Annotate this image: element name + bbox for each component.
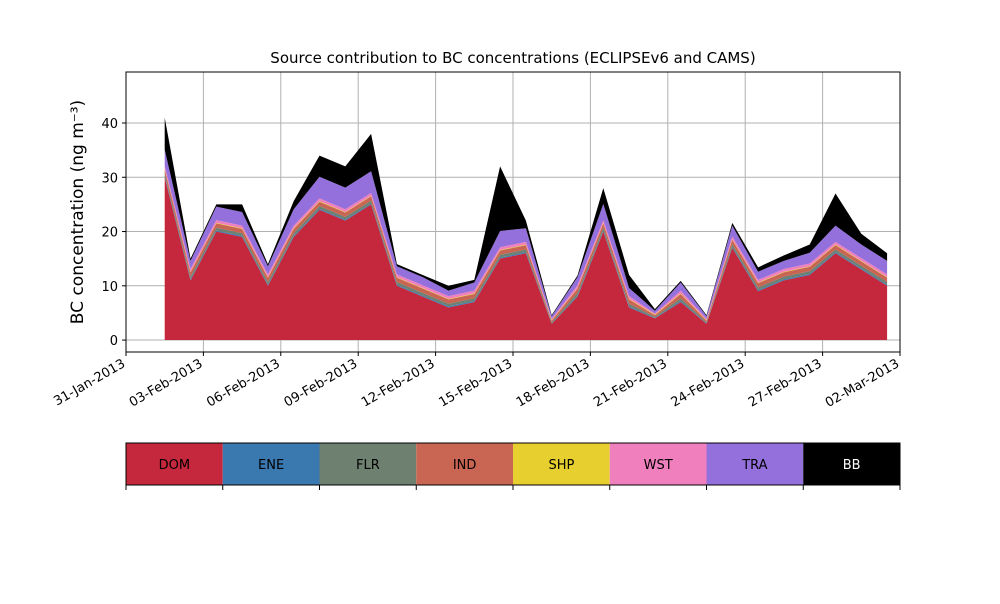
- x-tick-label: 18-Feb-2013: [514, 356, 593, 410]
- legend-label: IND: [453, 458, 477, 473]
- legend-label: DOM: [159, 458, 190, 473]
- legend-swatch: [803, 443, 900, 485]
- plot-frame: [125, 71, 901, 353]
- y-tick-label: 20: [101, 226, 118, 241]
- area: [164, 117, 888, 317]
- y-tick-label: 10: [101, 280, 118, 295]
- legend-label: FLR: [356, 458, 380, 473]
- legend-swatch: [416, 443, 513, 485]
- legend-swatch: [513, 443, 610, 485]
- area: [164, 149, 888, 319]
- x-tick-label: 09-Feb-2013: [282, 356, 361, 410]
- legend-swatch: [319, 443, 417, 485]
- legend-swatch: [222, 443, 320, 485]
- x-tick-label: 15-Feb-2013: [436, 356, 515, 410]
- y-tick-label: 40: [101, 117, 118, 132]
- y-tick-label: 30: [101, 171, 118, 186]
- x-tick-label: 03-Feb-2013: [127, 356, 206, 410]
- legend-label: TRA: [741, 458, 767, 473]
- legend-frame: [125, 442, 901, 486]
- y-tick-label: 0: [110, 334, 118, 349]
- area: [164, 169, 888, 323]
- y-axis-label: BC concentration (ng m⁻³): [68, 100, 88, 324]
- legend-label: BB: [843, 458, 861, 473]
- x-tick-label: 24-Feb-2013: [669, 356, 748, 410]
- legend-label: WST: [644, 458, 673, 473]
- x-tick-label: 12-Feb-2013: [359, 356, 438, 410]
- legend-swatch: [126, 443, 223, 485]
- legend-swatch: [609, 443, 707, 485]
- chart-title: Source contribution to BC concentrations…: [270, 49, 755, 67]
- x-tick-label: 31-Jan-2013: [51, 356, 128, 409]
- area: [164, 177, 888, 341]
- legend-label: ENE: [258, 458, 284, 473]
- x-tick-label: 06-Feb-2013: [204, 356, 283, 410]
- x-tick-label: 27-Feb-2013: [746, 356, 825, 410]
- x-tick-label: 02-Mar-2013: [823, 356, 902, 410]
- x-tick-label: 21-Feb-2013: [591, 356, 670, 410]
- area: [164, 165, 888, 320]
- legend-swatch: [706, 443, 804, 485]
- legend-label: SHP: [548, 458, 574, 473]
